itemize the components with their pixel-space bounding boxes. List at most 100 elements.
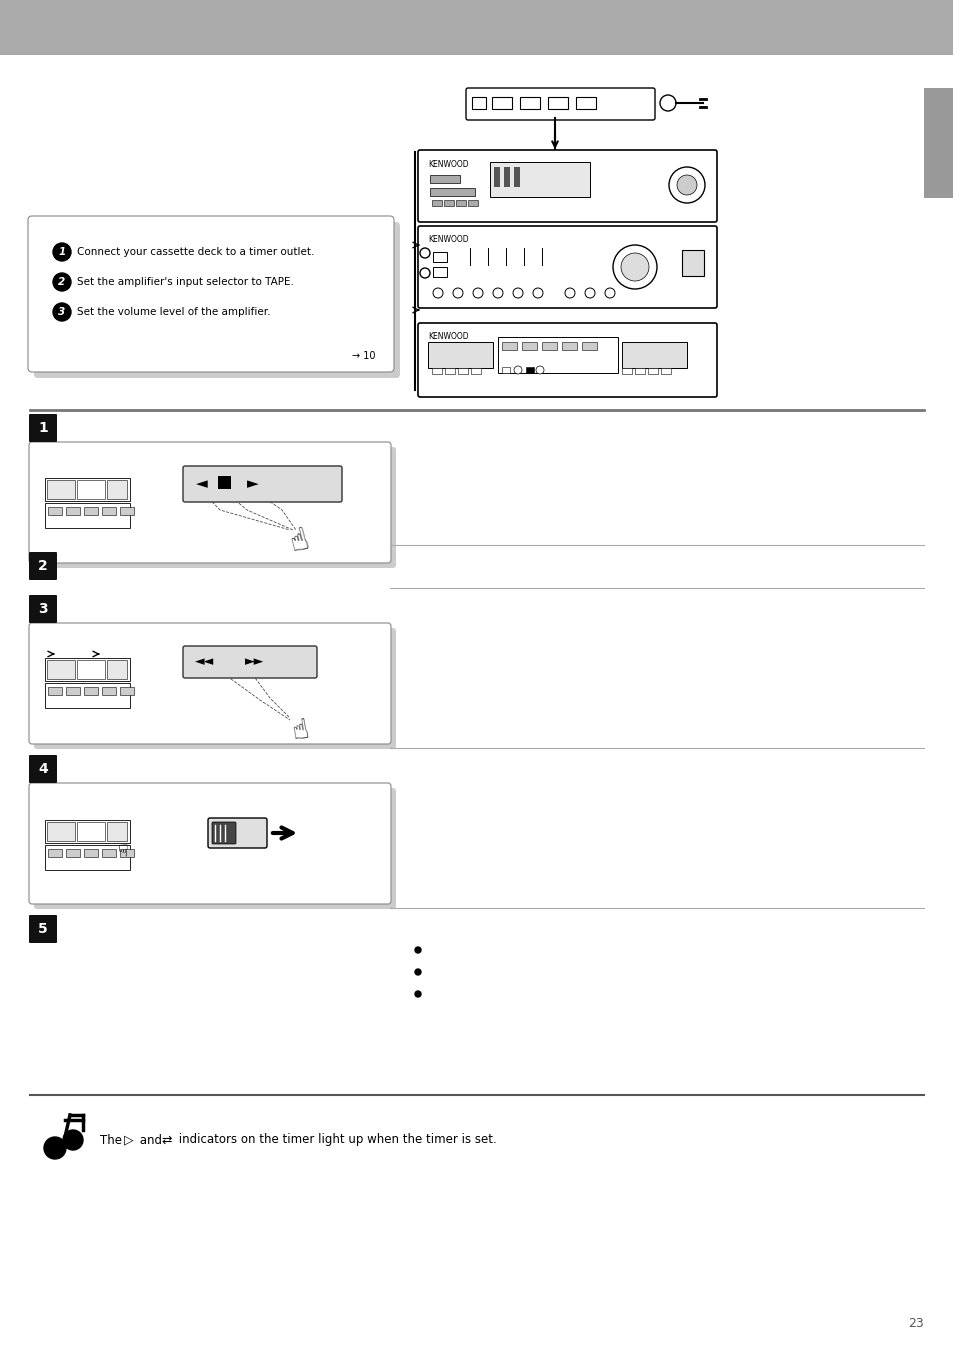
Bar — [497, 336, 618, 373]
Circle shape — [433, 288, 442, 299]
Bar — [107, 821, 127, 842]
FancyBboxPatch shape — [183, 466, 341, 503]
Bar — [84, 507, 98, 515]
FancyBboxPatch shape — [212, 821, 235, 844]
Circle shape — [415, 969, 420, 975]
Bar — [432, 200, 441, 205]
Bar — [0, 0, 953, 55]
Text: KENWOOD: KENWOOD — [428, 332, 468, 340]
Bar — [581, 342, 597, 350]
Text: Set the amplifier's input selector to TAPE.: Set the amplifier's input selector to TA… — [77, 277, 294, 286]
Text: 23: 23 — [907, 1317, 923, 1329]
Circle shape — [419, 249, 430, 258]
Bar — [468, 200, 477, 205]
Bar — [84, 688, 98, 694]
Bar — [494, 168, 499, 186]
Bar — [660, 367, 670, 374]
Bar — [501, 367, 510, 373]
Bar — [45, 844, 130, 870]
Text: 3: 3 — [38, 603, 48, 616]
Bar — [430, 176, 459, 182]
Bar — [444, 367, 455, 374]
Bar — [48, 507, 62, 515]
Bar — [443, 200, 454, 205]
Bar — [47, 821, 75, 842]
Circle shape — [473, 288, 482, 299]
Text: 3: 3 — [58, 307, 66, 317]
Bar — [503, 168, 510, 186]
Bar — [501, 342, 517, 350]
Text: ☝: ☝ — [289, 715, 311, 746]
Circle shape — [415, 992, 420, 997]
Bar — [102, 507, 116, 515]
Bar — [541, 342, 557, 350]
Circle shape — [620, 253, 648, 281]
Bar — [576, 97, 596, 109]
FancyBboxPatch shape — [34, 628, 395, 748]
Bar — [102, 688, 116, 694]
Circle shape — [533, 288, 542, 299]
Circle shape — [415, 947, 420, 952]
Bar — [120, 848, 133, 857]
Bar — [45, 820, 130, 843]
FancyBboxPatch shape — [29, 594, 57, 623]
Text: ►►: ►► — [245, 655, 264, 669]
Bar — [77, 480, 105, 499]
Text: and: and — [136, 1133, 166, 1147]
Text: 2: 2 — [58, 277, 66, 286]
FancyBboxPatch shape — [34, 447, 395, 567]
Circle shape — [493, 288, 502, 299]
Circle shape — [53, 303, 71, 322]
Bar — [621, 342, 686, 367]
FancyBboxPatch shape — [29, 413, 57, 442]
Text: ☝: ☝ — [287, 526, 313, 558]
Bar — [432, 367, 441, 374]
FancyBboxPatch shape — [29, 755, 57, 784]
Text: 4: 4 — [38, 762, 48, 775]
Bar — [561, 342, 577, 350]
Bar — [120, 507, 133, 515]
FancyBboxPatch shape — [29, 915, 57, 943]
Circle shape — [564, 288, 575, 299]
Bar — [430, 188, 475, 196]
Text: Connect your cassette deck to a timer outlet.: Connect your cassette deck to a timer ou… — [77, 247, 314, 257]
Bar — [457, 367, 468, 374]
Bar — [428, 342, 493, 367]
FancyBboxPatch shape — [465, 88, 655, 120]
Text: ▷: ▷ — [124, 1133, 133, 1147]
Bar — [519, 97, 539, 109]
Text: ►: ► — [247, 477, 258, 492]
Text: indicators on the timer light up when the timer is set.: indicators on the timer light up when th… — [174, 1133, 497, 1147]
Text: 5: 5 — [38, 921, 48, 936]
Text: → 10: → 10 — [352, 351, 375, 361]
FancyBboxPatch shape — [29, 553, 57, 580]
FancyBboxPatch shape — [29, 442, 391, 563]
Bar — [621, 367, 631, 374]
Bar — [923, 88, 953, 199]
Circle shape — [453, 288, 462, 299]
FancyBboxPatch shape — [183, 646, 316, 678]
Bar — [681, 250, 703, 276]
FancyBboxPatch shape — [29, 784, 391, 904]
Bar — [45, 684, 130, 708]
FancyBboxPatch shape — [417, 226, 717, 308]
Bar — [66, 507, 80, 515]
Text: Set the volume level of the amplifier.: Set the volume level of the amplifier. — [77, 307, 271, 317]
Circle shape — [659, 95, 676, 111]
Bar — [514, 168, 519, 186]
Circle shape — [419, 267, 430, 278]
Circle shape — [514, 366, 521, 374]
Bar — [48, 848, 62, 857]
Text: 1: 1 — [38, 422, 48, 435]
Bar — [492, 97, 512, 109]
Text: ◄: ◄ — [196, 477, 208, 492]
Text: KENWOOD: KENWOOD — [428, 159, 468, 169]
Bar — [490, 162, 589, 197]
Circle shape — [584, 288, 595, 299]
Bar — [45, 503, 130, 528]
Bar — [45, 658, 130, 681]
Bar — [472, 97, 485, 109]
Circle shape — [613, 245, 657, 289]
FancyBboxPatch shape — [417, 323, 717, 397]
FancyBboxPatch shape — [28, 216, 394, 372]
